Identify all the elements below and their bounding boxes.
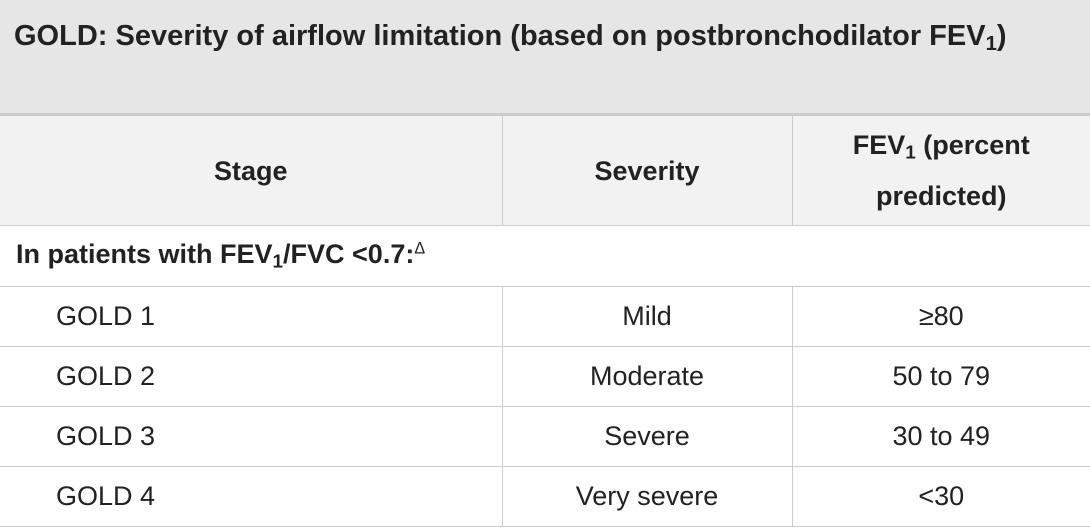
table-row: GOLD 4 Very severe <30 xyxy=(0,466,1090,527)
table-row: GOLD 2 Moderate 50 to 79 xyxy=(0,346,1090,407)
column-header: Severity xyxy=(501,115,793,226)
section-cell: In patients with FEV1/FVC <0.7:Δ xyxy=(0,225,1090,287)
stage-cell: GOLD 4 xyxy=(0,466,503,527)
table-row: GOLD 3 Severe 30 to 49 xyxy=(0,406,1090,467)
stage-cell: GOLD 2 xyxy=(0,346,503,407)
title-text: ) xyxy=(996,20,1007,52)
subscript: 1 xyxy=(905,142,916,164)
header-text: Stage xyxy=(213,155,288,186)
section-row: In patients with FEV1/FVC <0.7:Δ xyxy=(0,225,1090,287)
column-header: Stage xyxy=(0,115,503,226)
severity-cell: Very severe xyxy=(501,466,793,527)
table: Stage Severity FEV1 (percent predicted) … xyxy=(0,115,1090,527)
header-row: Stage Severity FEV1 (percent predicted) xyxy=(0,115,1090,226)
header-text: (percent predicted) xyxy=(875,130,1030,211)
fev-cell: 30 to 49 xyxy=(791,406,1090,467)
title-text: GOLD: Severity of airflow limitation (ba… xyxy=(14,20,986,52)
section-text: In patients with FEV xyxy=(16,238,273,269)
stage-cell: GOLD 3 xyxy=(0,406,503,467)
subscript: 1 xyxy=(272,251,284,273)
header-text: Severity xyxy=(594,155,700,186)
column-header: FEV1 (percent predicted) xyxy=(791,115,1090,226)
fev-cell: 50 to 79 xyxy=(791,346,1090,407)
severity-cell: Severe xyxy=(501,406,793,467)
section-text: /FVC <0.7: xyxy=(283,238,415,269)
fev-cell: ≥80 xyxy=(791,286,1090,347)
table-title: GOLD: Severity of airflow limitation (ba… xyxy=(0,0,1090,115)
severity-cell: Mild xyxy=(501,286,793,347)
header-text: FEV xyxy=(852,130,906,161)
footnote-mark: Δ xyxy=(414,238,426,257)
table-row: GOLD 1 Mild ≥80 xyxy=(0,286,1090,347)
fev-cell: <30 xyxy=(791,466,1090,527)
subscript: 1 xyxy=(985,33,997,56)
severity-cell: Moderate xyxy=(501,346,793,407)
stage-cell: GOLD 1 xyxy=(0,286,503,347)
